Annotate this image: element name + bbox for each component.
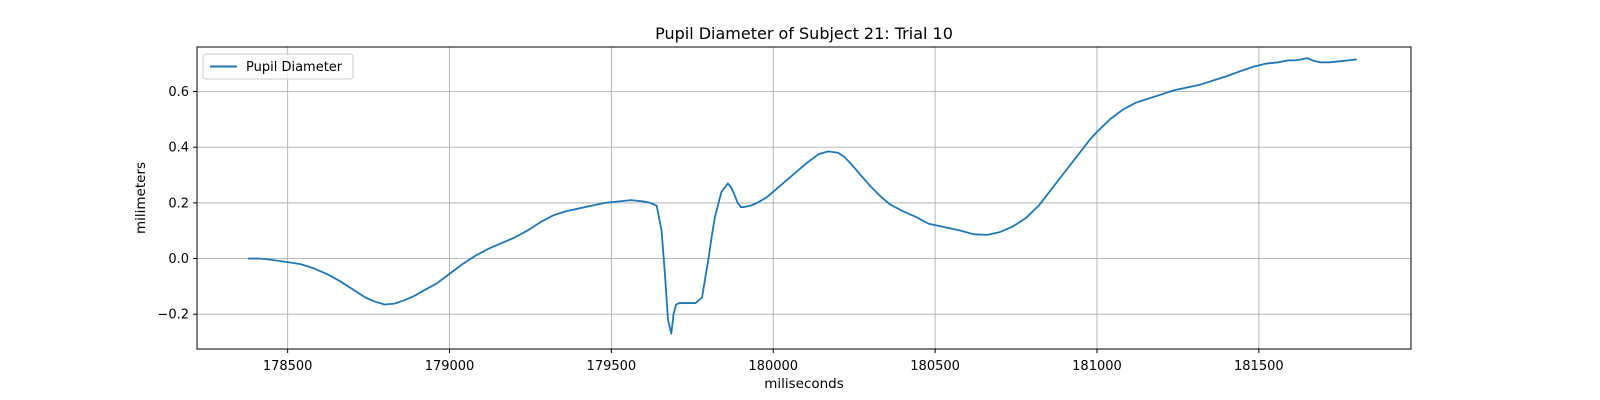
legend-label-pupil-diameter: Pupil Diameter xyxy=(246,60,343,75)
x-axis-ticks: 178500 179000 179500 180000 180500 181000 1815… xyxy=(263,349,1284,374)
legend-box xyxy=(202,53,354,80)
plot-frame xyxy=(196,46,1412,350)
legend: Pupil Diameter xyxy=(202,53,354,80)
x-tick-label: 180500 xyxy=(910,359,960,374)
series-line-pupil-diameter xyxy=(247,57,1357,335)
y-axis-ticks: −0.2 0.0 0.2 0.4 0.6 xyxy=(157,85,197,323)
x-tick-label: 178500 xyxy=(263,359,313,374)
x-tick-label: 181000 xyxy=(1072,359,1122,374)
y-tick-label: 0.6 xyxy=(168,85,189,100)
y-axis-label: milimeters xyxy=(133,162,149,234)
y-tick-label: 0.0 xyxy=(168,252,189,267)
x-tick-label: 180000 xyxy=(748,359,798,374)
y-tick-label: −0.2 xyxy=(157,308,189,323)
y-tick-label: 0.4 xyxy=(168,141,189,156)
x-tick-label: 181500 xyxy=(1234,359,1284,374)
x-axis-label: miliseconds xyxy=(764,376,844,392)
series-layer xyxy=(247,57,1357,335)
x-tick-label: 179000 xyxy=(425,359,475,374)
grid-lines xyxy=(197,47,1411,349)
x-tick-label: 179500 xyxy=(587,359,637,374)
y-tick-label: 0.2 xyxy=(168,196,189,211)
chart-title: Pupil Diameter of Subject 21: Trial 10 xyxy=(655,24,953,43)
